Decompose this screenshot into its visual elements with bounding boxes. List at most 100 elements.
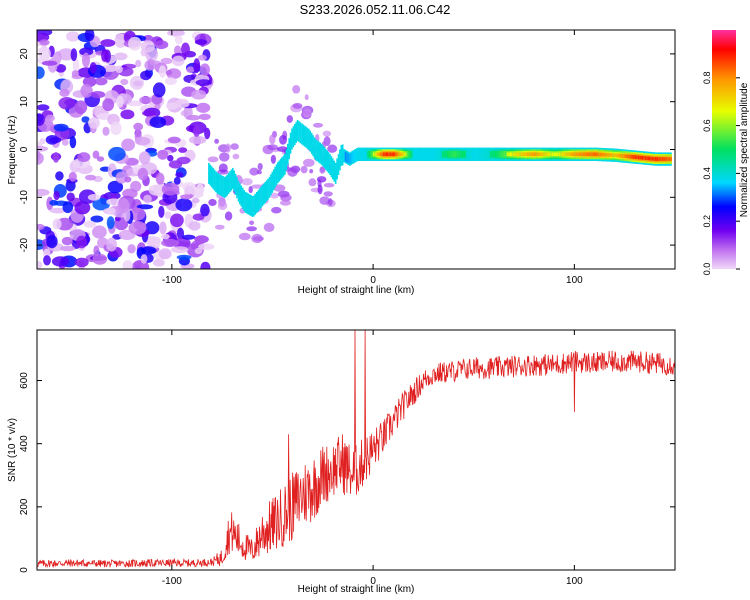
ridge-cell (463, 150, 465, 158)
ridge-cell (270, 174, 272, 196)
noise-blob (192, 213, 205, 221)
ridge-cell (363, 149, 365, 160)
noise-blob (83, 220, 96, 228)
ridge-cell (663, 157, 665, 161)
ridge-cell (256, 192, 258, 213)
snr-ytick-label: 200 (19, 498, 30, 515)
ridge-cell (629, 154, 631, 159)
noise-blob (38, 47, 48, 53)
ridge-cell (582, 152, 585, 157)
ridge-cell (577, 152, 579, 157)
ridge-cell (508, 152, 510, 157)
ridge-cell (354, 150, 357, 161)
ridge-cell (350, 153, 352, 164)
ridge-cell (549, 152, 551, 157)
ridge-cell (257, 190, 259, 212)
noise-blob (188, 221, 201, 231)
noise-blob (114, 33, 127, 48)
noise-blob (92, 225, 107, 239)
noise-blob (49, 137, 62, 144)
ridge-cell (278, 160, 281, 182)
noise-blob (176, 254, 192, 260)
ridge-cell (308, 128, 310, 150)
ridge-cell (464, 150, 467, 158)
ridge-cell (303, 125, 306, 147)
noise-blob (246, 226, 257, 232)
noise-blob (116, 95, 124, 108)
ridge-cell (263, 183, 265, 205)
ridge-cell (581, 152, 583, 157)
ridge-cell (589, 152, 592, 157)
noise-blob (106, 216, 115, 230)
ridge-cell (563, 152, 565, 157)
noise-blob (49, 207, 67, 214)
noise-blob (186, 66, 195, 73)
ridge-cell (626, 154, 629, 159)
ridge-cell (578, 152, 581, 157)
ridge-cell (439, 149, 441, 160)
noise-blob (101, 48, 109, 62)
noise-blob (175, 198, 193, 212)
noise-blob (96, 156, 105, 162)
ridge-cell (565, 152, 568, 157)
ridge-cell (557, 152, 560, 157)
noise-blob (92, 253, 108, 265)
ridge-cell (333, 160, 336, 182)
ridge-cell (330, 156, 333, 178)
ridge-cell (561, 152, 564, 157)
ridge-cell (574, 152, 576, 157)
ridge-cell (458, 150, 461, 158)
ridge-cell (443, 150, 445, 158)
ridge-cell (264, 182, 266, 203)
noise-blob (62, 201, 74, 214)
noise-blob (270, 154, 276, 164)
ridge-cell (522, 152, 524, 157)
ridge-cell (302, 124, 305, 146)
noise-blob (106, 198, 122, 206)
noise-blob (181, 234, 196, 240)
ridge-cell (419, 149, 421, 160)
noise-blob (136, 204, 154, 210)
noise-blob (90, 215, 104, 223)
noise-blob (154, 40, 169, 50)
ridge-cell (326, 150, 328, 172)
ridge-cell (634, 155, 637, 159)
noise-blob (147, 238, 161, 249)
ridge-cell (244, 191, 247, 213)
noise-blob (37, 104, 50, 111)
ridge-cell (650, 156, 652, 161)
noise-blob (87, 194, 101, 201)
ridge-cell (654, 157, 657, 161)
ridge-cell (310, 132, 313, 154)
ridge-cell (295, 121, 297, 143)
ridge-cell (298, 121, 300, 143)
ridge-cell (575, 152, 578, 157)
noise-blob (100, 39, 116, 47)
ridge-cell (334, 162, 337, 184)
noise-blob (302, 108, 312, 118)
ridge-cell (580, 152, 582, 157)
noise-blob (139, 96, 153, 104)
ridge-cell (639, 155, 641, 160)
noise-blob (145, 221, 160, 235)
ridge-cell (392, 152, 395, 157)
ridge-cell (529, 152, 531, 157)
ridge-cell (604, 152, 606, 157)
ridge-cell (360, 149, 362, 160)
ridge-cell (619, 153, 622, 158)
noise-blob (37, 151, 44, 165)
noise-blob (195, 235, 204, 246)
noise-blob (232, 153, 240, 160)
noise-blob (173, 176, 181, 185)
spectrogram-ytick-label: -10 (19, 190, 30, 205)
spectrogram-ytick-label: 0 (19, 146, 30, 152)
ridge-cell (526, 152, 529, 157)
noise-blob (224, 211, 233, 221)
ridge-cell (636, 155, 638, 160)
snr-xtick-label: 100 (566, 576, 583, 587)
noise-blob (172, 55, 185, 67)
noise-blob (143, 194, 152, 204)
ridge-cell (387, 152, 389, 157)
ridge-cell (319, 142, 321, 164)
noise-blob (308, 178, 317, 187)
